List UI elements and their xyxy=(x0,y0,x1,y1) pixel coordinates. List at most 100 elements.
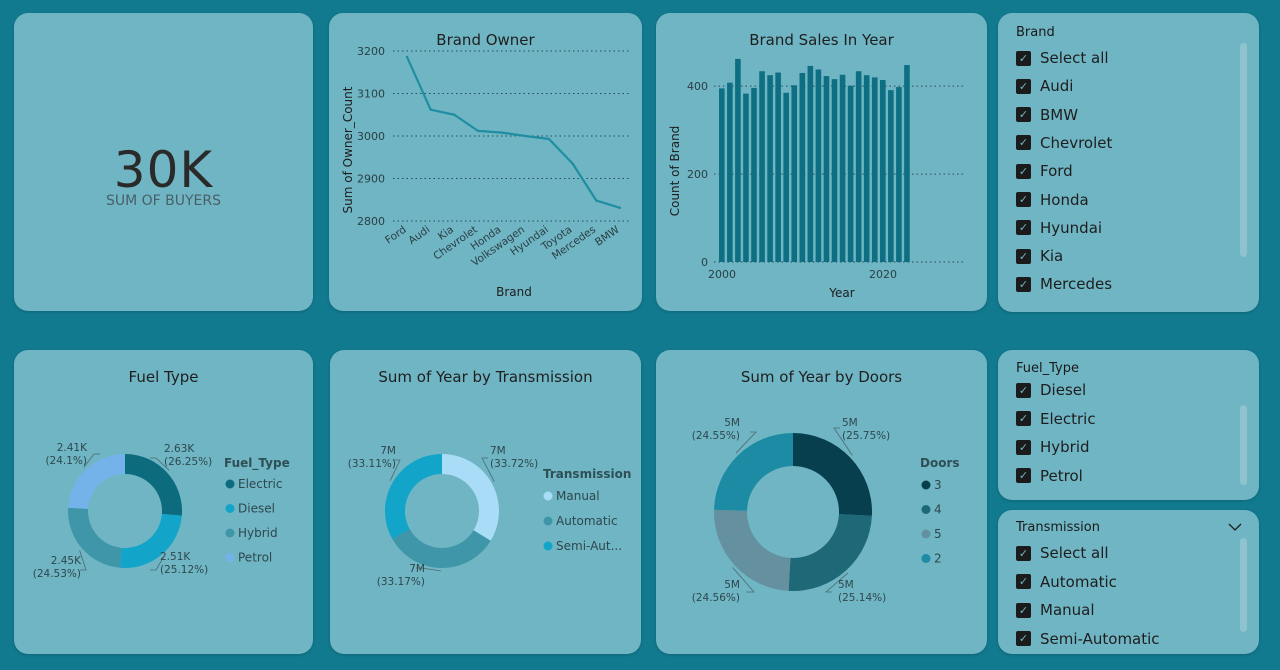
checkbox-checked-icon[interactable]: ✓ xyxy=(1016,163,1031,179)
transmission-slicer-scrollbar[interactable] xyxy=(1240,538,1247,632)
donut-data-label-value: 2.41K xyxy=(57,442,88,454)
donut-slice xyxy=(125,454,182,516)
brand-slicer-item[interactable]: ✓ Select all xyxy=(1016,46,1109,70)
brand-slicer-item[interactable]: ✓ Audi xyxy=(1016,74,1073,98)
legend-marker xyxy=(921,529,931,539)
checkbox-checked-icon[interactable]: ✓ xyxy=(1016,602,1031,618)
checkbox-checked-icon[interactable]: ✓ xyxy=(1016,631,1031,646)
checkbox-checked-icon[interactable]: ✓ xyxy=(1016,192,1031,207)
fuel-slicer-item[interactable]: ✓ Petrol xyxy=(1016,464,1083,488)
checkbox-checked-icon[interactable]: ✓ xyxy=(1016,78,1031,94)
brand-slicer-item[interactable]: ✓ Hyundai xyxy=(1016,216,1102,240)
brand-owner-point xyxy=(547,137,551,141)
legend-item-label: Petrol xyxy=(238,551,272,565)
checkbox-checked-icon[interactable]: ✓ xyxy=(1016,107,1031,123)
donut-data-label-pct: (33.11%) xyxy=(348,458,396,470)
brand-owner-point xyxy=(476,129,480,133)
donut-data-label-value: 7M xyxy=(490,445,506,457)
transmission-slicer-item[interactable]: ✓ Automatic xyxy=(1016,570,1117,594)
donut-slice xyxy=(442,454,499,541)
fuel-type-chart-card[interactable]: Fuel Type Fuel_Type 2.63K (26.25%) 2.51K (2… xyxy=(14,350,313,654)
fuel-slicer-item-label: Hybrid xyxy=(1040,438,1090,456)
fuel-slicer-title: Fuel_Type xyxy=(1016,361,1079,376)
checkbox-checked-icon[interactable]: ✓ xyxy=(1016,276,1031,292)
brand-slicer-scrollbar[interactable] xyxy=(1240,43,1247,257)
fuel-slicer-item-label: Electric xyxy=(1040,409,1096,428)
donut-data-label-value: 5M xyxy=(842,417,858,429)
transmission-chart: Transmission 7M(33.72%)7M(33.17%)7M(33.1… xyxy=(348,445,632,588)
brand-slicer-item-label: Hyundai xyxy=(1040,218,1103,237)
brand-slicer-item[interactable]: ✓ Mercedes xyxy=(1016,272,1112,296)
checkbox-checked-icon[interactable]: ✓ xyxy=(1016,135,1031,151)
transmission-chart-card[interactable]: Sum of Year by Transmission Transmission… xyxy=(330,350,641,654)
donut-leader-line xyxy=(735,431,757,454)
brand-sales-bar xyxy=(719,88,725,262)
doors-chart: Doors 5M(25.75%)5M(25.14%)5M(24.56%)5M(2… xyxy=(692,417,960,604)
brand-slicer-item[interactable]: ✓ BMW xyxy=(1016,103,1078,127)
transmission-slicer-title: Transmission xyxy=(1016,520,1100,535)
fuel-type-slicer[interactable]: Fuel_Type ✓ Diesel ✓ Electric ✓ Hybrid ✓ Petrol xyxy=(998,350,1259,500)
donut-data-label-value: 7M xyxy=(409,563,425,575)
fuel-slicer-item-label: Diesel xyxy=(1040,381,1087,399)
donut-leader-line xyxy=(79,550,87,571)
brand-owner-xtick: BMW xyxy=(593,223,622,248)
legend-item-label: 4 xyxy=(934,503,942,517)
brand-slicer-item-label: Honda xyxy=(1040,190,1089,209)
brand-sales-bar xyxy=(743,93,749,262)
transmission-slicer[interactable]: Transmission ✓ Select all ✓ Automatic ✓ Manua… xyxy=(998,510,1259,654)
checkbox-checked-icon[interactable]: ✓ xyxy=(1016,248,1031,264)
checkbox-checked-icon[interactable]: ✓ xyxy=(1016,574,1031,589)
donut-leader-line xyxy=(416,567,441,572)
fuel-type-chart: Fuel_Type 2.63K(26.25%) 2.51K(25.12%) 2.45… xyxy=(33,442,290,580)
kpi-value: 30K xyxy=(113,141,214,199)
legend-item-label: 2 xyxy=(934,552,942,566)
checkbox-checked-icon[interactable]: ✓ xyxy=(1016,439,1031,455)
doors-chart-card[interactable]: Sum of Year by Doors Doors 5M (25.75%) 5M(… xyxy=(656,350,987,654)
brand-sales-bar xyxy=(839,74,846,262)
fuel-slicer-scrollbar[interactable] xyxy=(1240,405,1247,485)
fuel-slicer-item[interactable]: ✓ Electric xyxy=(1016,407,1096,431)
legend-marker xyxy=(225,553,235,562)
brand-slicer-item[interactable]: ✓ Chevrolet xyxy=(1016,131,1112,155)
transmission-slicer-item[interactable]: ✓ Select all xyxy=(1016,541,1109,565)
brand-owner-point xyxy=(453,113,456,116)
brand-sales-xtick: 2020 xyxy=(869,268,897,281)
fuel-slicer-item[interactable]: ✓ Hybrid xyxy=(1016,435,1090,459)
checkbox-checked-icon[interactable]: ✓ xyxy=(1016,382,1031,398)
brand-sales-bar xyxy=(783,92,789,263)
doors-legend-title: Doors xyxy=(920,456,960,470)
chevron-down-icon[interactable] xyxy=(1228,522,1242,532)
brand-owner-xlabel: Brand xyxy=(496,285,532,299)
checkbox-checked-icon[interactable]: ✓ xyxy=(1016,220,1031,236)
brand-slicer-item[interactable]: ✓ Ford xyxy=(1016,159,1073,183)
donut-data-label-value: 5M xyxy=(724,579,740,591)
checkbox-checked-icon[interactable]: ✓ xyxy=(1016,411,1031,426)
brand-sales-chart-card[interactable]: Brand Sales In Year Count of Brand Year … xyxy=(656,13,987,311)
donut-slice xyxy=(793,433,872,516)
brand-slicer-item-label: Mercedes xyxy=(1040,275,1113,294)
checkbox-checked-icon[interactable]: ✓ xyxy=(1016,50,1031,66)
fuel-slicer-item[interactable]: ✓ Diesel xyxy=(1016,378,1086,402)
donut-data-label-pct: (24.53%) xyxy=(33,568,81,580)
transmission-slicer-item[interactable]: ✓ Manual xyxy=(1016,598,1095,622)
brand-owner-chart-card[interactable]: Brand Owner Sum of Owner_Count Brand 320… xyxy=(329,13,642,311)
brand-owner-xtick: Ford xyxy=(383,224,409,247)
brand-owner-point xyxy=(571,162,574,165)
brand-sales-bar xyxy=(751,87,757,262)
transmission-slicer-item-label: Semi-Automatic xyxy=(1040,629,1160,648)
legend-item-label: Manual xyxy=(556,489,600,503)
brand-sales-bar xyxy=(847,85,854,262)
brand-sales-ytick: 200 xyxy=(687,168,708,181)
brand-slicer-item-label: Ford xyxy=(1040,162,1073,181)
brand-slicer-item[interactable]: ✓ Honda xyxy=(1016,188,1089,212)
brand-sales-bar xyxy=(831,79,838,262)
donut-slice xyxy=(714,509,791,591)
brand-slicer-item[interactable]: ✓ Kia xyxy=(1016,244,1063,268)
brand-sales-bar xyxy=(880,80,886,262)
donut-data-label-pct: (24.1%) xyxy=(45,455,87,467)
checkbox-checked-icon[interactable]: ✓ xyxy=(1016,545,1031,561)
transmission-slicer-item[interactable]: ✓ Semi-Automatic xyxy=(1016,627,1160,651)
checkbox-checked-icon[interactable]: ✓ xyxy=(1016,468,1031,483)
brand-slicer[interactable]: Brand ✓ Select all ✓ Audi ✓ BMW ✓ Chevrolet ✓ For… xyxy=(998,13,1259,312)
